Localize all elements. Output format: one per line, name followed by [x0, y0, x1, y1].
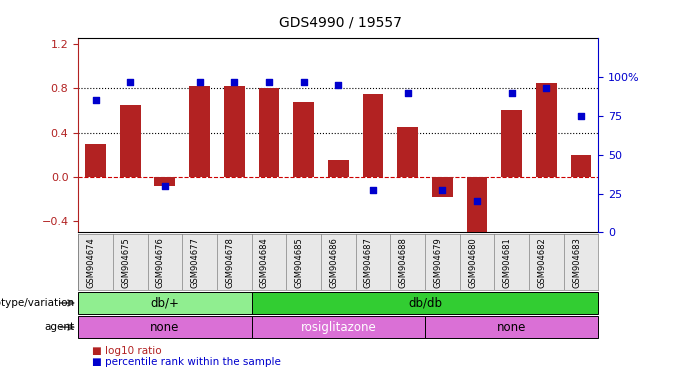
Text: db/db: db/db: [408, 296, 442, 310]
Text: db/+: db/+: [150, 296, 180, 310]
Bar: [78, 292, 252, 314]
Bar: [189, 86, 210, 177]
Text: GDS4990 / 19557: GDS4990 / 19557: [279, 15, 401, 29]
Text: GSM904679: GSM904679: [433, 237, 442, 288]
Text: GSM904681: GSM904681: [503, 237, 511, 288]
Point: [124, 79, 135, 85]
Text: GSM904685: GSM904685: [294, 237, 303, 288]
Text: GSM904683: GSM904683: [572, 237, 581, 288]
Bar: [328, 160, 349, 177]
Text: ■ log10 ratio: ■ log10 ratio: [92, 346, 161, 356]
Bar: [258, 88, 279, 177]
Bar: [120, 105, 141, 177]
Point: [333, 82, 343, 88]
Bar: [85, 144, 106, 177]
Text: GSM904674: GSM904674: [86, 237, 95, 288]
Point: [437, 187, 447, 194]
Bar: [252, 316, 425, 338]
Bar: [397, 127, 418, 177]
Text: GSM904686: GSM904686: [329, 237, 338, 288]
Text: GSM904687: GSM904687: [364, 237, 373, 288]
Point: [367, 187, 378, 194]
Text: GSM904684: GSM904684: [260, 237, 269, 288]
Bar: [536, 83, 557, 177]
Text: GSM904678: GSM904678: [225, 237, 234, 288]
Bar: [154, 177, 175, 186]
Bar: [501, 111, 522, 177]
Bar: [432, 177, 453, 197]
Text: rosiglitazone: rosiglitazone: [301, 321, 376, 334]
Text: GSM904675: GSM904675: [121, 237, 130, 288]
Text: genotype/variation: genotype/variation: [0, 298, 75, 308]
Bar: [293, 101, 314, 177]
Bar: [78, 316, 252, 338]
Bar: [252, 292, 598, 314]
Point: [575, 113, 586, 119]
Text: none: none: [150, 321, 180, 334]
Point: [159, 183, 170, 189]
Text: none: none: [497, 321, 526, 334]
Text: GSM904682: GSM904682: [537, 237, 546, 288]
Point: [263, 79, 274, 85]
Bar: [466, 177, 488, 232]
Bar: [425, 316, 598, 338]
Point: [541, 85, 551, 91]
Point: [402, 89, 413, 96]
Point: [471, 198, 482, 204]
Text: GSM904677: GSM904677: [190, 237, 200, 288]
Text: GSM904680: GSM904680: [468, 237, 477, 288]
Point: [506, 89, 517, 96]
Text: GSM904688: GSM904688: [398, 237, 407, 288]
Text: ■ percentile rank within the sample: ■ percentile rank within the sample: [92, 357, 281, 367]
Bar: [224, 86, 245, 177]
Point: [90, 98, 101, 104]
Bar: [571, 155, 592, 177]
Bar: [362, 94, 384, 177]
Text: agent: agent: [45, 322, 75, 332]
Point: [298, 79, 309, 85]
Point: [228, 79, 239, 85]
Point: [194, 79, 205, 85]
Text: GSM904676: GSM904676: [156, 237, 165, 288]
